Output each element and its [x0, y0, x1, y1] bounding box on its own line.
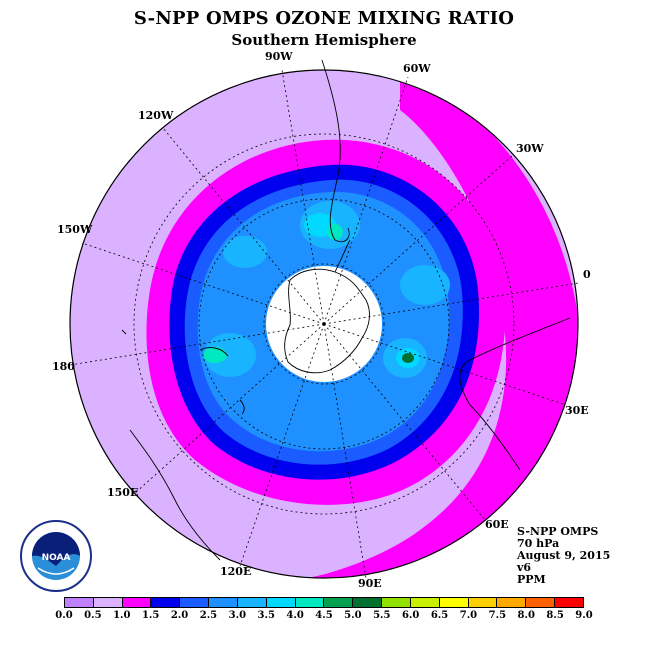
colorbar-segment: [468, 598, 498, 607]
map-disk: [70, 70, 578, 578]
colorbar-segment: [122, 598, 152, 607]
longitude-label: 0: [583, 268, 591, 281]
longitude-label: 90E: [358, 577, 382, 590]
logo-text: NOAA: [42, 553, 71, 563]
colorbar-segment: [65, 598, 94, 607]
longitude-label: 60W: [403, 62, 431, 75]
colorbar-tick-label: 0.5: [84, 610, 102, 621]
longitude-label: 150E: [107, 486, 139, 499]
longitude-label: 120E: [220, 565, 252, 578]
light-blue-patch: [204, 333, 256, 377]
longitude-label: 60E: [485, 518, 509, 531]
magenta-tongue: [250, 70, 578, 578]
info-date: August 9, 2015: [517, 549, 611, 562]
colorbar-tick-label: 2.5: [199, 610, 218, 621]
colorbar-tick-label: 0.0: [55, 610, 73, 621]
green-patch: [402, 353, 414, 363]
colorbar-segment: [266, 598, 296, 607]
info-version: v6: [517, 561, 532, 574]
colorbar-tick-label: 5.5: [373, 610, 391, 621]
colorbar-labels: 0.0 0.5 1.0 1.5 2.0 2.5 3.0 3.5 4.0 4.5 5.0 5.5 6.0 6…: [0, 610, 648, 624]
colorbar-tick-label: 1.5: [141, 610, 160, 621]
colorbar-segment: [410, 598, 440, 607]
teal-patch: [327, 224, 343, 240]
longitude-label: 30E: [565, 404, 589, 417]
colorbar-tick-label: 6.5: [430, 610, 449, 621]
colorbar-tick-label: 1.0: [113, 610, 131, 621]
chart-title: S-NPP OMPS OZONE MIXING RATIO: [133, 8, 515, 29]
noaa-logo: NOAA: [20, 520, 92, 592]
colorbar-segment: [324, 598, 354, 607]
colorbar-segment: [93, 598, 123, 607]
colorbar-segment: [151, 598, 181, 607]
longitude-label: 30W: [516, 142, 544, 155]
colorbar: [64, 597, 584, 608]
colorbar-tick-label: 6.0: [401, 610, 420, 621]
colorbar-tick-label: 8.5: [546, 610, 564, 621]
longitude-label: 150W: [57, 223, 93, 236]
colorbar-tick-label: 3.5: [257, 610, 275, 621]
colorbar-tick-label: 5.0: [344, 610, 362, 621]
info-instrument: S-NPP OMPS: [517, 525, 599, 538]
light-blue-patch: [223, 236, 267, 268]
colorbar-tick-label: 9.0: [575, 610, 593, 621]
colorbar-tick-label: 2.0: [170, 610, 189, 621]
colorbar-segment: [497, 598, 527, 607]
longitude-label: 90W: [265, 50, 293, 63]
colorbar-tick-label: 7.0: [459, 610, 478, 621]
info-pressure: 70 hPa: [517, 537, 560, 550]
colorbar-segment: [237, 598, 267, 607]
colorbar-segment: [353, 598, 383, 607]
graticule: [69, 69, 579, 579]
colorbar-segment: [526, 598, 556, 607]
colorbar-tick-label: 4.0: [286, 610, 304, 621]
colorbar-segment: [295, 598, 325, 607]
colorbar-tick-label: 3.0: [228, 610, 247, 621]
map-border: [69, 69, 579, 579]
info-units: PPM: [517, 573, 546, 586]
light-blue-patch: [400, 265, 450, 305]
colorbar-segment: [555, 598, 583, 607]
longitude-label: 180: [52, 360, 75, 373]
colorbar-tick-label: 4.5: [315, 610, 333, 621]
colorbar-segment: [439, 598, 469, 607]
colorbar-segment: [382, 598, 411, 607]
colorbar-segment: [209, 598, 238, 607]
teal-patch: [203, 347, 227, 363]
colorbar-tick-label: 7.5: [488, 610, 507, 621]
colorbar-tick-label: 8.0: [517, 610, 535, 621]
longitude-label: 120W: [138, 109, 174, 122]
chart-subtitle: Southern Hemisphere: [231, 31, 417, 49]
colorbar-segment: [180, 598, 210, 607]
